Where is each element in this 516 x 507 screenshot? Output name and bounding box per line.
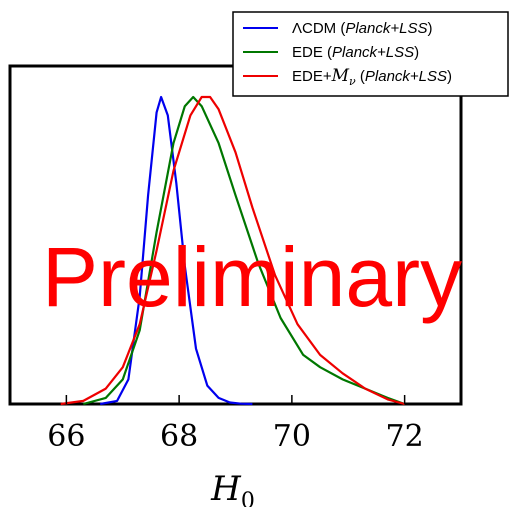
legend: ΛCDM (Planck+LSS) EDE (Planck+LSS) EDE+Mν … xyxy=(232,11,509,97)
x-axis-label: H0 xyxy=(210,469,255,507)
x-tick-label: 66 xyxy=(47,419,85,454)
series-line-2 xyxy=(60,95,405,406)
legend-label-0: ΛCDM (Planck+LSS) xyxy=(292,20,432,37)
x-tick-label: 72 xyxy=(386,419,424,454)
legend-label-1: EDE (Planck+LSS) xyxy=(292,44,419,61)
preliminary-watermark: Preliminary xyxy=(42,230,462,324)
x-ticks-group: 66 68 70 72 xyxy=(47,395,424,454)
x-tick-label: 70 xyxy=(273,419,311,454)
legend-label-2: EDE+Mν (Planck+LSS) xyxy=(292,66,452,88)
x-tick-label: 68 xyxy=(160,419,198,454)
legend-box xyxy=(232,11,509,97)
curves-group xyxy=(60,95,405,406)
series-line-1 xyxy=(83,95,405,406)
